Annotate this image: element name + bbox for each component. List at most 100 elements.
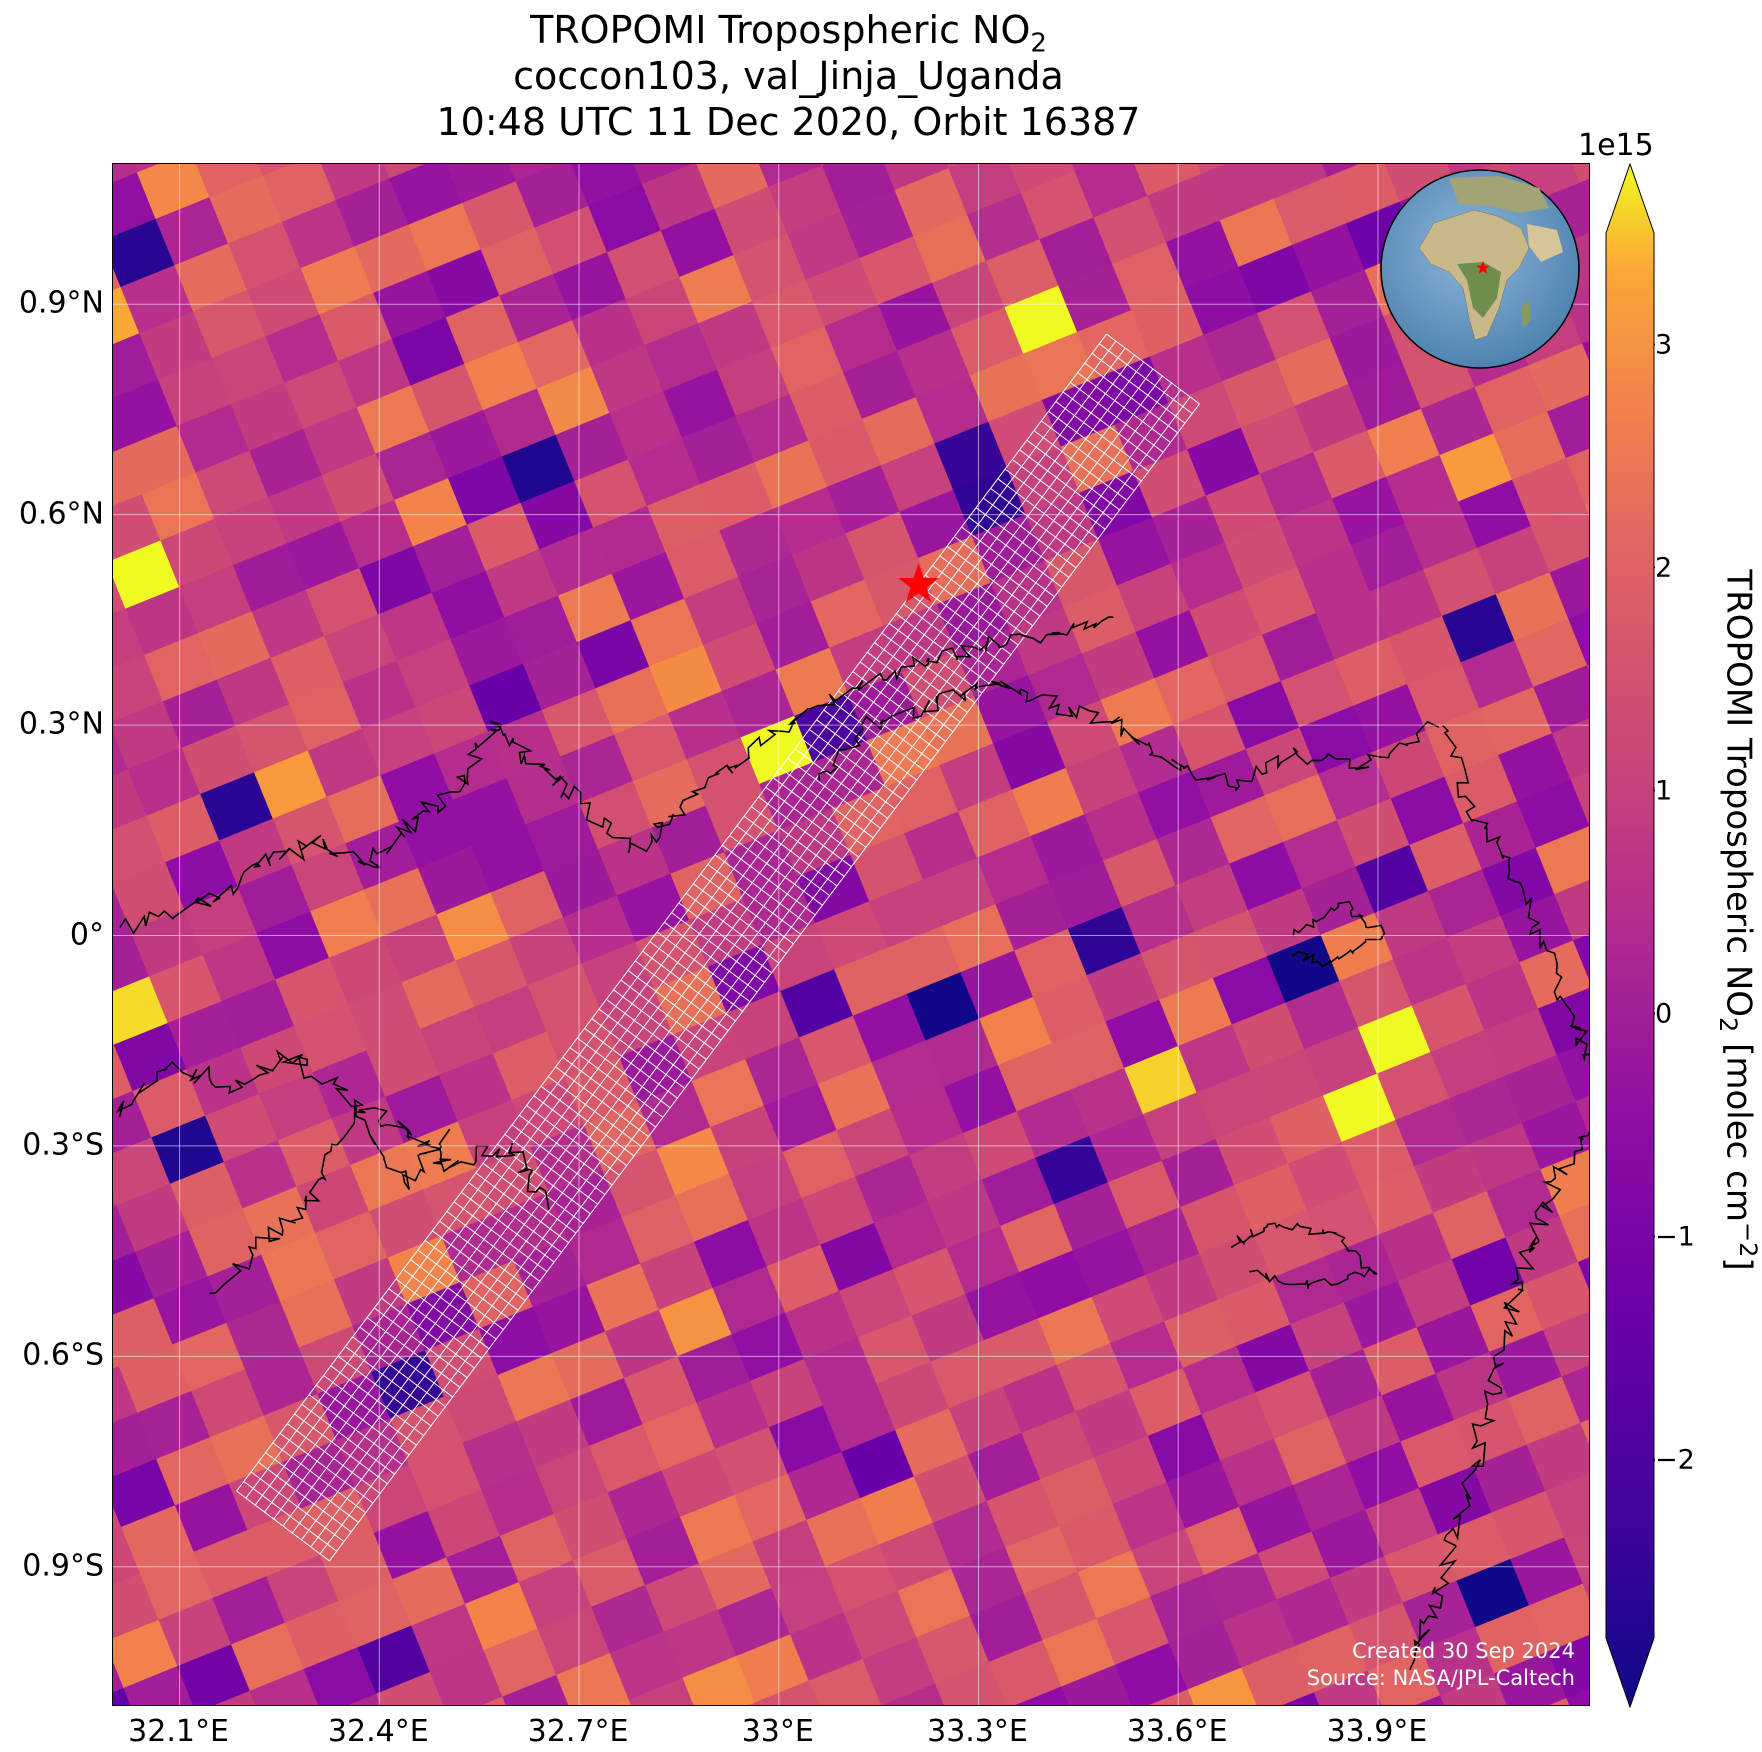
swath-line (562, 1056, 656, 1128)
credit-source: Source: NASA/JPL-Caltech (1306, 1666, 1575, 1690)
y-tick-label: 0.6°N (18, 496, 104, 532)
swath-line (932, 565, 1026, 636)
swath-line (620, 979, 714, 1051)
coastline-segment (1230, 1222, 1378, 1289)
swath-line (867, 651, 961, 723)
no2-pixel (376, 1671, 444, 1705)
no2-pixel (249, 1668, 319, 1705)
no2-pixel (1524, 1261, 1589, 1331)
swath-line (577, 1037, 671, 1109)
swath-line (685, 893, 780, 964)
swath-line (555, 1066, 649, 1137)
graticule (113, 164, 1589, 1705)
no2-pixel (113, 1687, 132, 1705)
x-tick-label: 33.6°E (1126, 1714, 1228, 1749)
swath-line (388, 1288, 482, 1359)
no2-pixel (1556, 1041, 1589, 1102)
swath-line (765, 786, 859, 858)
swath-line (678, 902, 772, 974)
no2-pixel (348, 1693, 382, 1705)
colorbar-tick-label: −2 (1655, 1444, 1695, 1476)
swath-line (801, 738, 896, 810)
swath-line (352, 1336, 446, 1407)
swath-line (417, 1249, 511, 1321)
no2-pixel (1521, 1101, 1589, 1170)
colorbar-tick-label: 0 (1655, 998, 1673, 1030)
swath-line (664, 921, 758, 993)
swath-line (939, 555, 1033, 626)
swath-line (591, 1018, 685, 1089)
swath-line (1106, 333, 1200, 405)
swath-line (287, 1423, 381, 1494)
no2-pixel (1148, 1689, 1195, 1705)
swath-line (613, 989, 707, 1060)
swath-line (294, 1413, 388, 1485)
no2-pixel (1587, 664, 1589, 671)
swath-line (714, 854, 809, 925)
no2-pixel (1561, 1365, 1589, 1424)
swath-line (751, 806, 845, 877)
y-tick-label: 0.9°N (18, 285, 104, 321)
swath-line (236, 1490, 330, 1562)
no2-pixel (1528, 1583, 1589, 1653)
swath-line (954, 536, 1048, 607)
coastline-segment (209, 1106, 451, 1295)
swath-line (598, 1008, 693, 1080)
x-tick-label: 33°E (741, 1714, 814, 1749)
no2-pixel (1584, 502, 1589, 516)
swath-line (881, 632, 975, 704)
no2-pixel (1559, 1203, 1589, 1263)
colorbar-exponent: 1e15 (1578, 128, 1654, 163)
swath-line (243, 1481, 337, 1552)
swath-line (1041, 420, 1135, 491)
coastline-segment (668, 616, 1114, 818)
colorbar-tick-label: 3 (1655, 329, 1673, 360)
no2-pixel (615, 1699, 632, 1705)
swath-line (656, 931, 751, 1002)
no2-pixel (1519, 940, 1589, 1010)
swath-line (453, 1201, 548, 1272)
no2-pixel (1566, 1689, 1589, 1705)
swath-line (888, 623, 983, 694)
swath-line (1099, 343, 1193, 414)
swath-line (859, 661, 954, 733)
no2-pixel (754, 1680, 820, 1705)
no2-pixel (633, 164, 694, 185)
swath-line (736, 825, 830, 896)
coastline-segment (818, 680, 1440, 792)
swath-line (809, 729, 903, 800)
swath-line (1091, 353, 1186, 424)
swath-line (700, 873, 794, 945)
swath-line (584, 1027, 678, 1099)
colorbar-tick-label: −1 (1655, 1221, 1695, 1253)
swath-line (946, 545, 1041, 617)
swath-line (794, 748, 888, 819)
swath-line (265, 1452, 359, 1523)
swath-line (772, 777, 867, 848)
inset-globe (1380, 169, 1580, 369)
no2-pixel (1579, 178, 1589, 206)
credit-created: Created 30 Sep 2024 (1352, 1639, 1575, 1663)
swath-line (1048, 410, 1142, 482)
no2-pixel (1572, 164, 1589, 184)
swath-line (519, 1114, 613, 1186)
y-tick-label: 0.3°N (18, 706, 104, 742)
swath-line (627, 970, 722, 1041)
swath-line (533, 1095, 627, 1166)
no2-pixel (1582, 340, 1589, 361)
swath-line (671, 912, 765, 983)
no2-pixel (1440, 1673, 1508, 1705)
swath-line (366, 1317, 461, 1388)
no2-pixel (935, 1661, 1007, 1705)
globe-madagascar (1521, 300, 1531, 328)
swath-line (1004, 468, 1099, 540)
swath-line (787, 758, 881, 829)
no2-pixel (481, 1696, 507, 1705)
no2-pixel (1526, 1422, 1589, 1492)
colorbar-tick-label: 1 (1655, 775, 1673, 807)
no2-pixel (383, 164, 427, 179)
no2-pixel (748, 1702, 757, 1705)
no2-pixel (1015, 1686, 1070, 1705)
coastline-segment (115, 1049, 550, 1210)
map-panel[interactable]: Created 30 Sep 2024 Source: NASA/JPL-Cal… (112, 163, 1590, 1706)
